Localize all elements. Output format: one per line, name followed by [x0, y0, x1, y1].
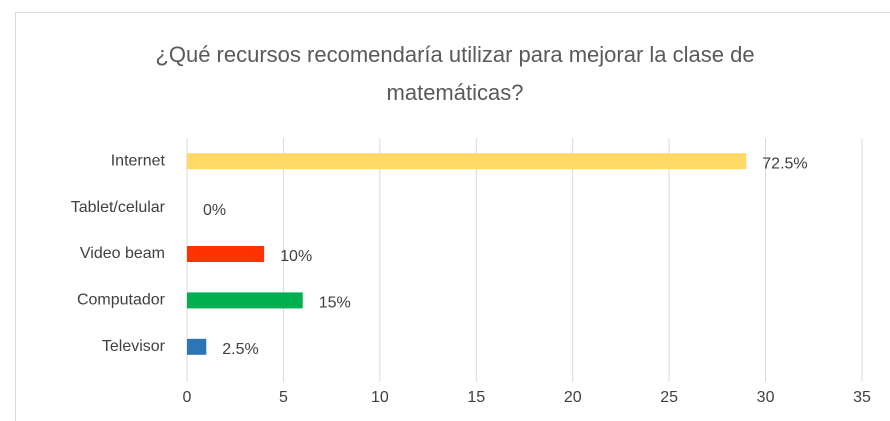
data-label: 72.5% — [762, 155, 807, 172]
x-tick-label: 15 — [467, 389, 485, 406]
y-tick-label: Video beam — [80, 245, 165, 262]
y-tick-label: Televisor — [102, 338, 166, 355]
chart-title: ¿Qué recursos recomendaría utilizar para… — [155, 42, 755, 105]
bar — [187, 338, 207, 355]
x-tick-label: 0 — [183, 389, 192, 406]
bar — [187, 246, 265, 262]
chart-border — [15, 12, 890, 421]
bar — [187, 153, 747, 170]
y-tick-label: Internet — [111, 152, 166, 169]
y-tick-label: Computador — [77, 292, 166, 309]
data-label: 15% — [319, 295, 351, 312]
x-tick-label: 5 — [279, 389, 288, 406]
data-label: 2.5% — [222, 341, 258, 358]
x-tick-label: 20 — [564, 389, 582, 406]
x-tick-label: 30 — [757, 389, 775, 406]
bar — [187, 292, 303, 309]
data-label: 10% — [280, 248, 312, 265]
x-tick-label: 35 — [853, 389, 871, 406]
data-label: 0% — [203, 202, 226, 219]
x-tick-label: 10 — [371, 389, 389, 406]
y-tick-label: Tablet/celular — [71, 199, 166, 216]
x-tick-label: 25 — [660, 389, 678, 406]
